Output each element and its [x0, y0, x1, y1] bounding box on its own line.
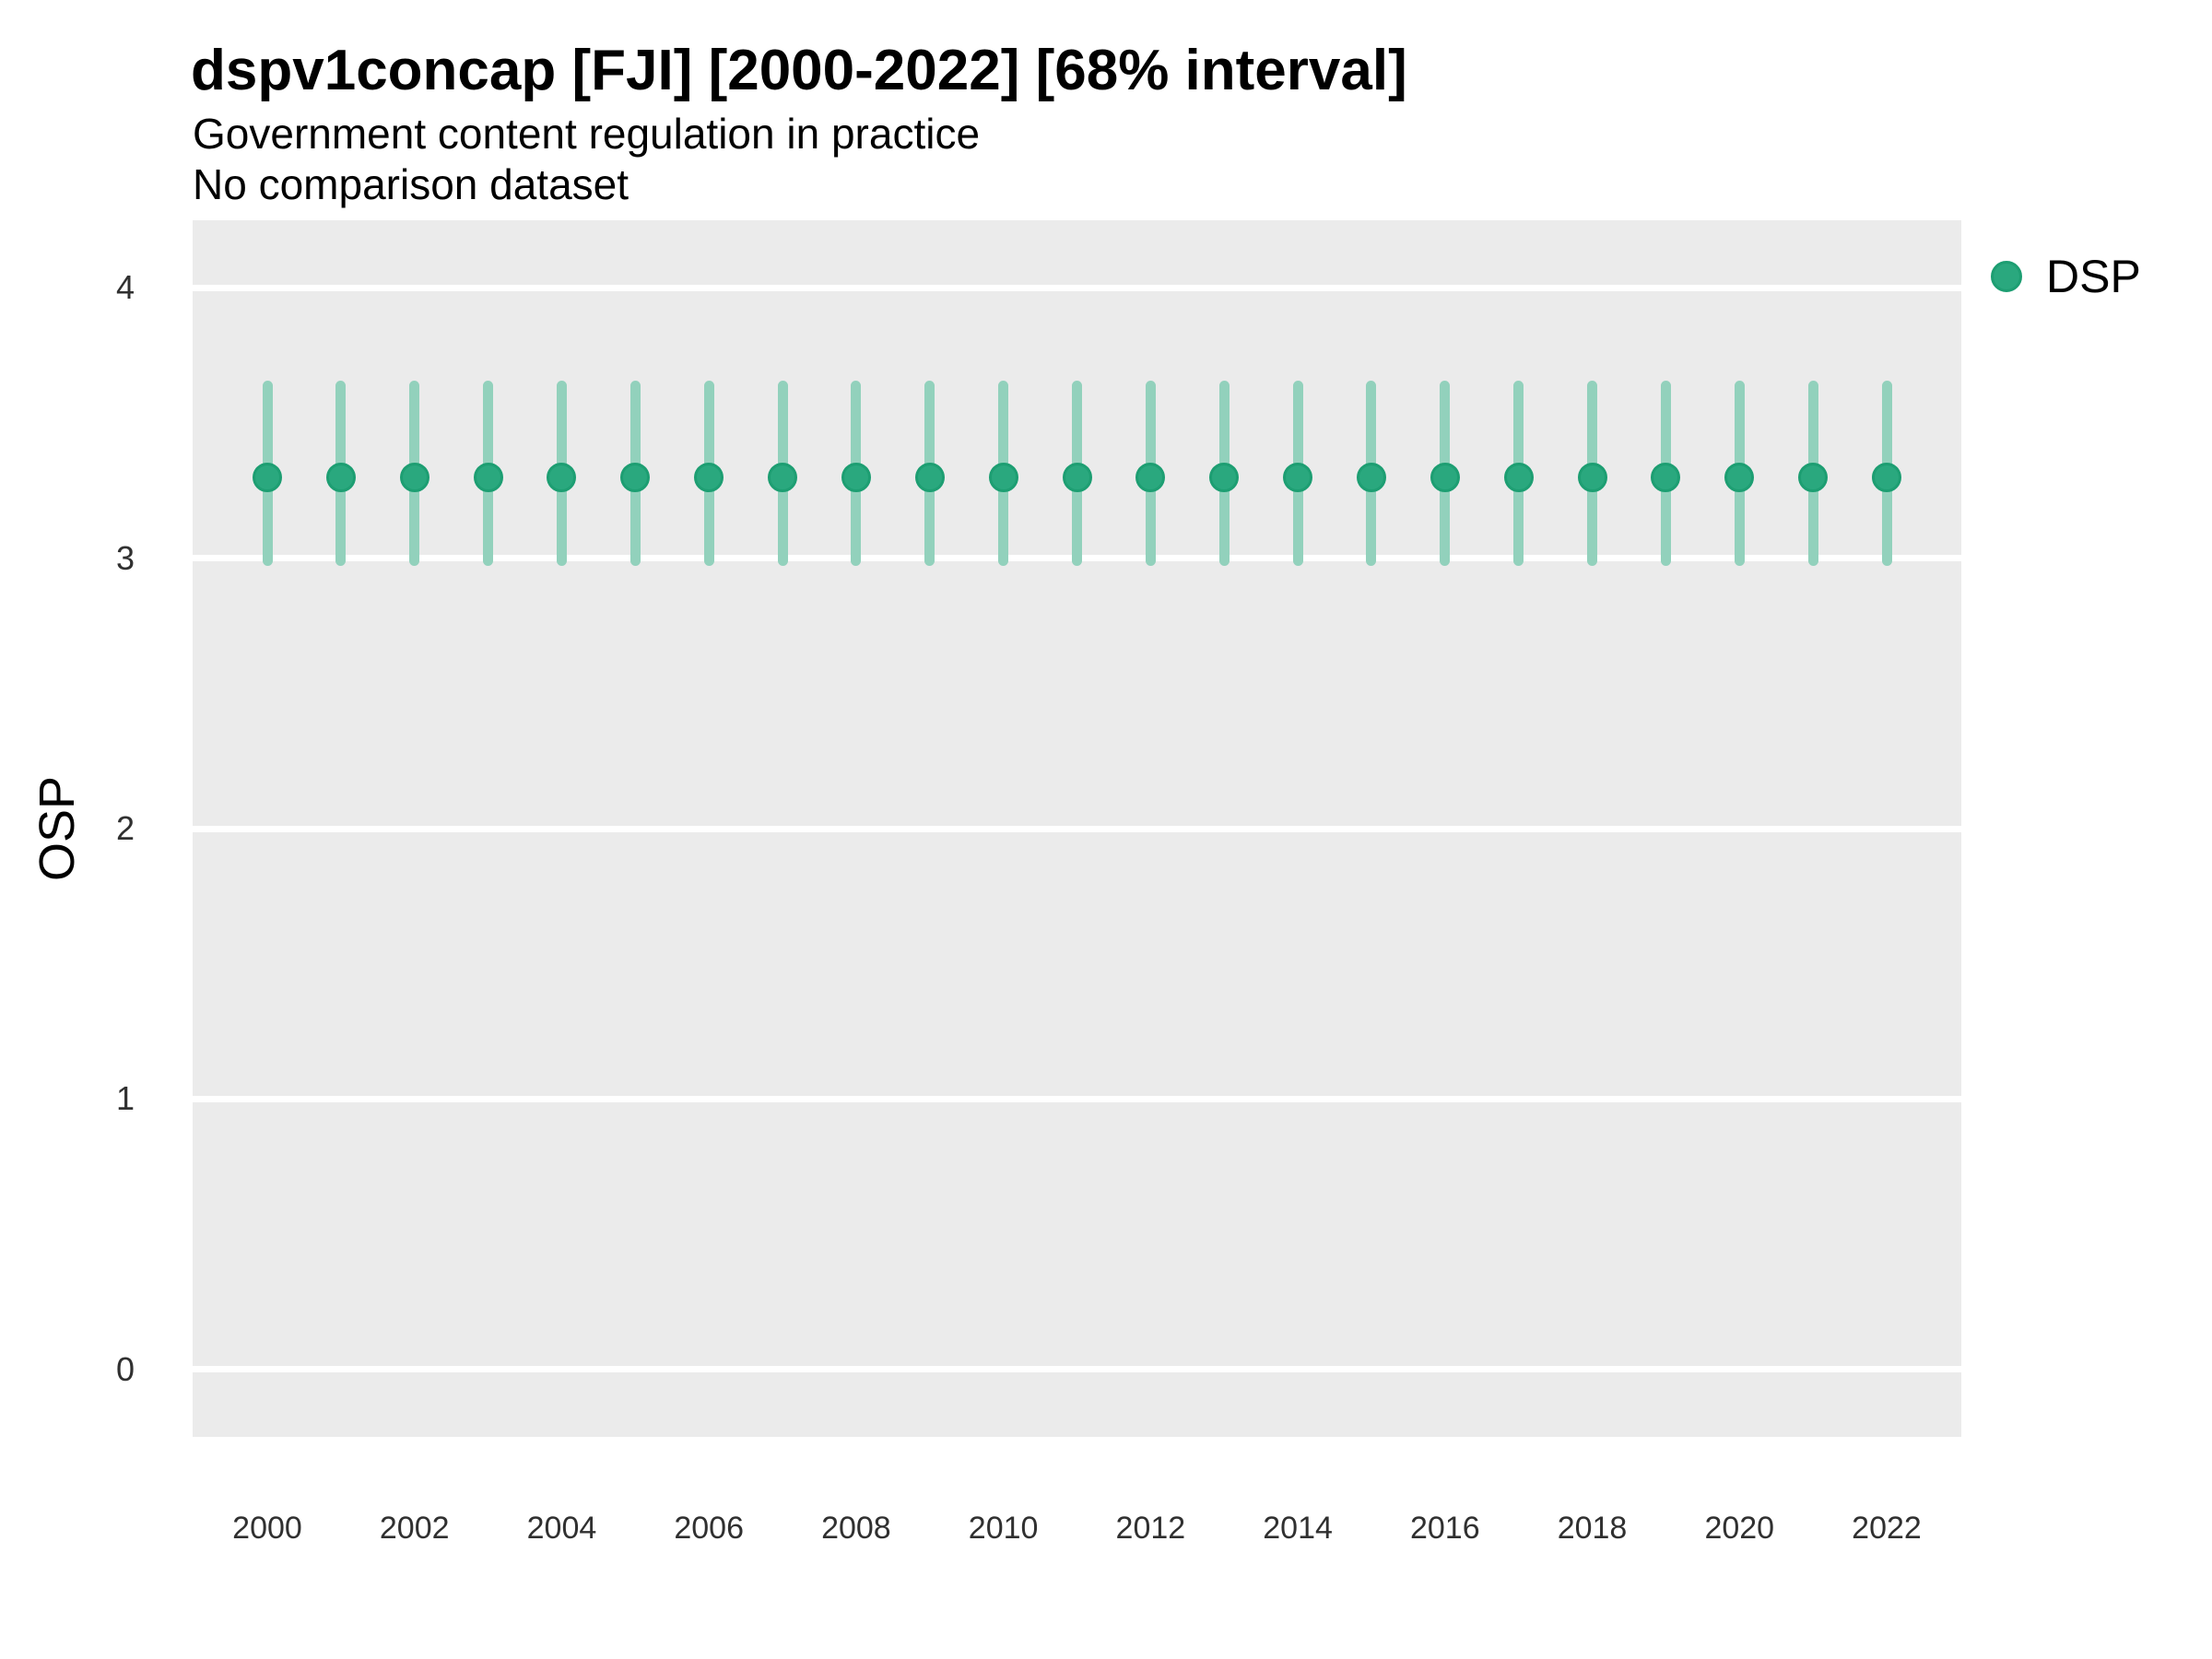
x-tick-label-2014: 2014: [1263, 1511, 1333, 1546]
y-tick-label-3: 3: [115, 538, 135, 577]
x-tick-label-2004: 2004: [526, 1511, 597, 1546]
gridline-y-2: [193, 825, 1961, 832]
data-point-2022: [1872, 462, 1901, 492]
x-tick-label-2018: 2018: [1557, 1511, 1628, 1546]
x-tick-label-2020: 2020: [1704, 1511, 1775, 1546]
legend-label: DSP: [2046, 251, 2141, 302]
data-point-2004: [547, 462, 577, 492]
gridline-y-1: [193, 1095, 1961, 1102]
data-point-2013: [1209, 462, 1240, 492]
x-tick-label-2016: 2016: [1409, 1511, 1480, 1546]
x-tick-label-2008: 2008: [821, 1511, 891, 1546]
data-point-2007: [768, 462, 798, 492]
chart-note: No comparison dataset: [193, 160, 629, 208]
data-point-2019: [1651, 462, 1681, 492]
data-point-2002: [399, 462, 429, 492]
legend-point-swatch-icon: [1991, 261, 2022, 292]
plot-panel: [193, 220, 1961, 1437]
data-point-2000: [253, 462, 282, 492]
data-point-2012: [1135, 462, 1166, 492]
x-tick-label-2010: 2010: [968, 1511, 1039, 1546]
y-tick-label-1: 1: [115, 1079, 135, 1118]
data-point-2020: [1724, 462, 1755, 492]
x-tick-label-2000: 2000: [232, 1511, 302, 1546]
x-tick-label-2002: 2002: [379, 1511, 450, 1546]
y-tick-label-2: 2: [115, 809, 135, 847]
x-tick-label-2006: 2006: [674, 1511, 744, 1546]
x-tick-label-2022: 2022: [1852, 1511, 1922, 1546]
data-point-2011: [1062, 462, 1092, 492]
data-point-2016: [1430, 462, 1460, 492]
data-point-2018: [1577, 462, 1607, 492]
data-point-2003: [473, 462, 503, 492]
y-tick-label-4: 4: [115, 268, 135, 307]
data-point-2005: [620, 462, 651, 492]
chart-subtitle: Government content regulation in practic…: [193, 110, 981, 158]
data-point-2017: [1503, 462, 1534, 492]
gridline-y-4: [193, 284, 1961, 291]
x-tick-label-2012: 2012: [1115, 1511, 1186, 1546]
data-point-2009: [914, 462, 945, 492]
data-point-2010: [988, 462, 1018, 492]
gridline-y-0: [193, 1366, 1961, 1373]
data-point-2014: [1283, 462, 1313, 492]
legend: DSP: [1991, 250, 2141, 303]
data-point-2021: [1798, 462, 1829, 492]
data-point-2008: [841, 462, 871, 492]
y-tick-label-0: 0: [115, 1349, 135, 1388]
chart-title: dspv1concap [FJI] [2000-2022] [68% inter…: [191, 39, 1407, 102]
data-point-2015: [1356, 462, 1386, 492]
data-point-2001: [325, 462, 356, 492]
data-point-2006: [694, 462, 724, 492]
